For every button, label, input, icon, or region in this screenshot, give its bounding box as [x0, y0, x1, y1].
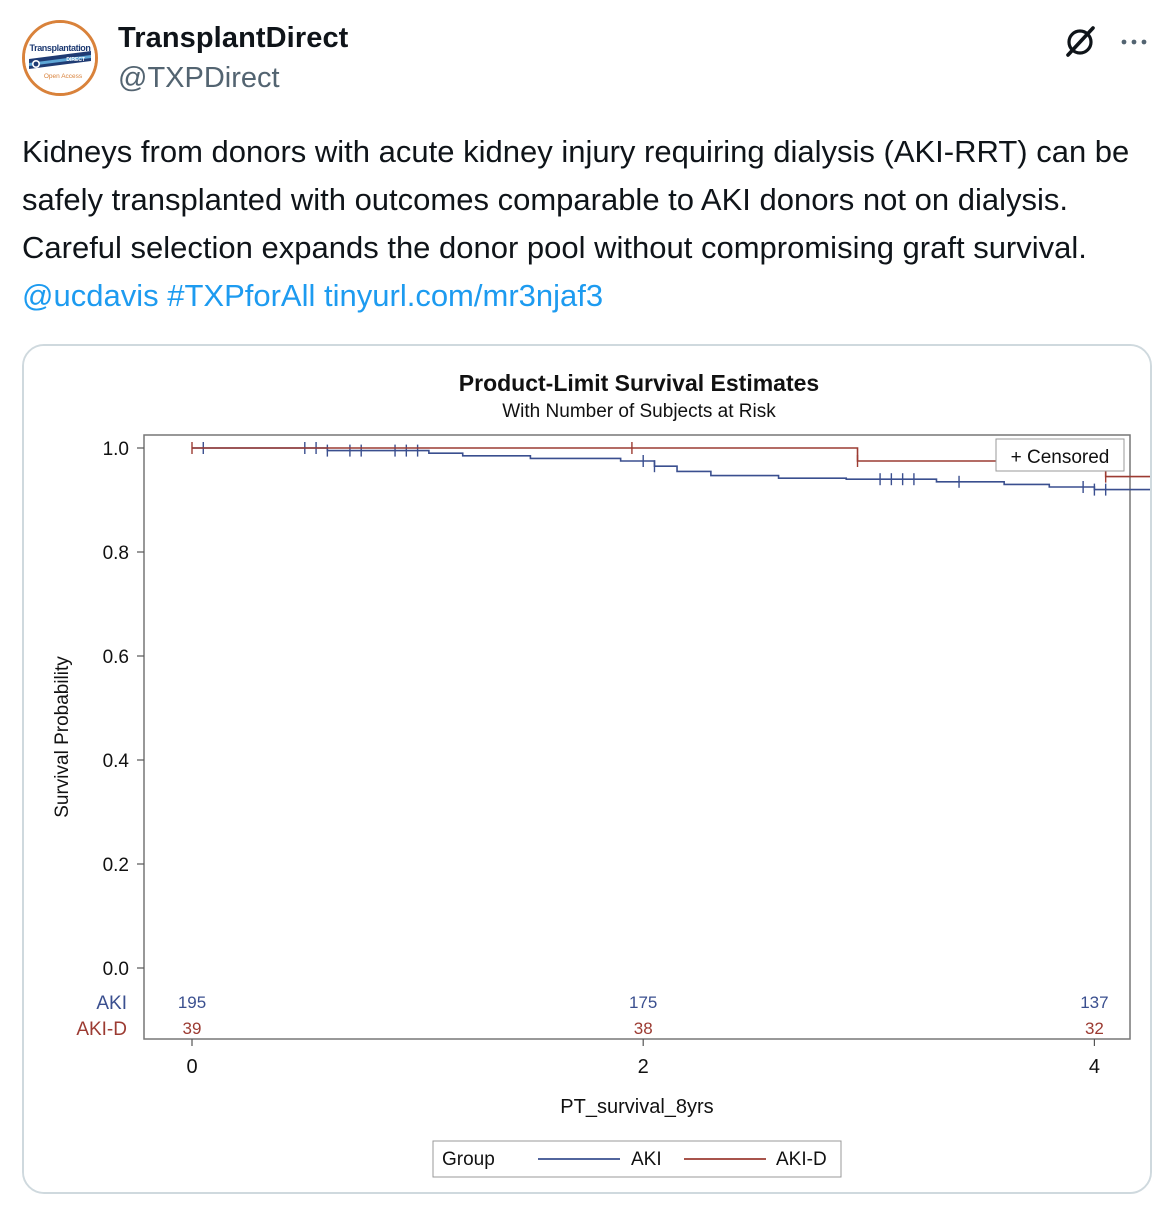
group-legend-title: Group — [442, 1149, 495, 1170]
account-handle[interactable]: @TXPDirect — [118, 62, 280, 94]
survival-chart: Product-Limit Survival Estimates With Nu… — [24, 346, 1150, 1192]
at-risk-count: 32 — [1085, 1019, 1104, 1038]
y-tick-label: 0.4 — [103, 751, 130, 772]
account-name[interactable]: TransplantDirect — [118, 22, 349, 54]
tweet-body: Kidneys from donors with acute kidney in… — [22, 134, 1130, 265]
avatar[interactable]: Transplantation DIRECT Open Access — [22, 20, 98, 96]
censored-legend-box — [995, 438, 1125, 472]
more-options-icon[interactable] — [1116, 24, 1152, 60]
censored-legend-label: + Censored — [1011, 447, 1110, 468]
y-tick-label: 0.2 — [103, 855, 129, 876]
x-axis-label: PT_survival_8yrs — [560, 1096, 713, 1118]
plot-frame — [143, 434, 1131, 1040]
group-legend: Group AKI AKI-D — [432, 1140, 842, 1178]
x-tick-label: 4 — [1089, 1056, 1100, 1078]
hashtag-link[interactable]: #TXPforAll — [167, 278, 316, 313]
at-risk-count: 195 — [178, 993, 206, 1012]
tweet-media-card[interactable]: Product-Limit Survival Estimates With Nu… — [22, 344, 1152, 1194]
legend-aki-label: AKI — [631, 1149, 662, 1170]
x-tick-label: 2 — [638, 1056, 649, 1078]
km-curve-aki-d — [192, 447, 1150, 478]
chart-subtitle: With Number of Subjects at Risk — [502, 401, 776, 422]
at-risk-count: 137 — [1080, 993, 1108, 1012]
at-risk-row-label: AKI-D — [76, 1019, 127, 1040]
tweet-text: Kidneys from donors with acute kidney in… — [22, 128, 1162, 320]
at-risk-row-label: AKI — [96, 993, 127, 1014]
url-link[interactable]: tinyurl.com/mr3njaf3 — [324, 278, 604, 313]
logo-text: Transplantation — [29, 43, 90, 53]
logo-footer: Open Access — [44, 73, 83, 80]
x-tick-label: 0 — [186, 1056, 197, 1078]
y-axis-label: Survival Probability — [52, 656, 73, 818]
legend-akid-label: AKI-D — [776, 1149, 827, 1170]
y-tick-label: 1.0 — [103, 439, 129, 460]
at-risk-count: 38 — [634, 1019, 653, 1038]
at-risk-count: 175 — [629, 993, 657, 1012]
grok-icon[interactable] — [1062, 24, 1098, 60]
at-risk-count: 39 — [183, 1019, 202, 1038]
logo-subtext: DIRECT — [66, 57, 85, 63]
transplantation-direct-logo: Transplantation DIRECT Open Access — [25, 23, 95, 93]
group-legend-box — [432, 1140, 842, 1178]
y-tick-label: 0.6 — [103, 647, 129, 668]
y-tick-label: 0.0 — [103, 959, 129, 980]
mention-link[interactable]: @ucdavis — [22, 278, 159, 313]
chart-title: Product-Limit Survival Estimates — [459, 370, 819, 396]
y-tick-label: 0.8 — [103, 543, 129, 564]
